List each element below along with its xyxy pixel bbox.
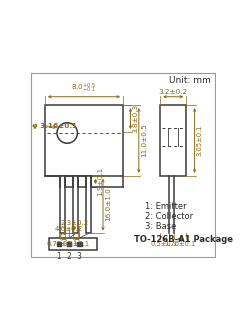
- Bar: [48, 238, 97, 250]
- Text: 3.8±0.3: 3.8±0.3: [133, 104, 139, 133]
- Text: 3: Base: 3: Base: [145, 222, 177, 231]
- Text: 2.3±0.2: 2.3±0.2: [60, 220, 88, 226]
- Bar: [60, 176, 65, 233]
- Text: 0.5±0.1: 0.5±0.1: [62, 241, 89, 247]
- Text: Unit: mm: Unit: mm: [169, 76, 210, 85]
- Text: 1.76±0.1: 1.76±0.1: [165, 241, 196, 247]
- Text: φ 3.16±0.1: φ 3.16±0.1: [32, 123, 77, 129]
- Bar: [86, 176, 91, 233]
- Text: 2: 2: [67, 252, 72, 261]
- Text: 8.0$^{+0.5}_{-0.1}$: 8.0$^{+0.5}_{-0.1}$: [71, 81, 97, 95]
- Bar: [67, 242, 71, 246]
- Circle shape: [57, 123, 78, 143]
- Text: 0.5±0.1: 0.5±0.1: [151, 241, 178, 247]
- Bar: [160, 105, 186, 176]
- Text: 4.6±0.2: 4.6±0.2: [55, 226, 83, 231]
- Text: TO-126B-A1 Package: TO-126B-A1 Package: [134, 235, 233, 244]
- Text: 1: 1: [56, 252, 61, 261]
- Text: 1: Emitter: 1: Emitter: [145, 202, 187, 211]
- Text: 0.75±0.1: 0.75±0.1: [47, 241, 78, 247]
- Bar: [77, 242, 82, 246]
- Text: 16.0±1.0: 16.0±1.0: [105, 188, 111, 221]
- Text: 3: 3: [77, 252, 82, 261]
- Bar: [45, 105, 123, 176]
- Text: 2: Collector: 2: Collector: [145, 212, 193, 221]
- Text: 3.05±0.1: 3.05±0.1: [197, 125, 203, 156]
- Text: 3.2±0.2: 3.2±0.2: [159, 88, 188, 95]
- Bar: [73, 176, 78, 233]
- Text: 11.0±0.5: 11.0±0.5: [141, 124, 147, 157]
- Text: 1.9±0.1: 1.9±0.1: [97, 167, 103, 196]
- Bar: [57, 242, 61, 246]
